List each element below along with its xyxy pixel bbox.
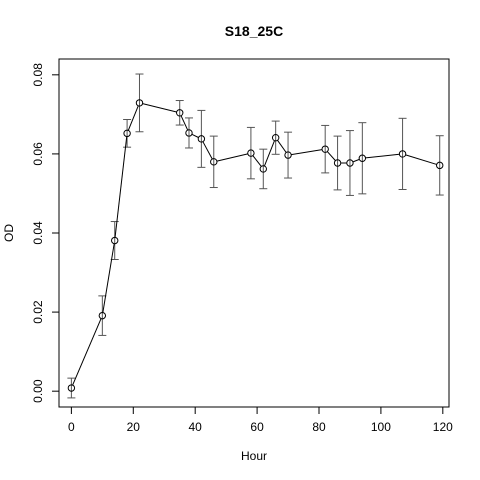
- y-tick-label: 0.02: [31, 300, 45, 324]
- x-tick-label: 120: [433, 420, 453, 434]
- x-tick-label: 40: [189, 420, 203, 434]
- data-point: [176, 109, 184, 117]
- data-point: [333, 159, 342, 167]
- data-point: [197, 135, 206, 143]
- error-bar: [246, 126, 255, 180]
- error-bar: [358, 122, 367, 195]
- data-point: [259, 165, 267, 173]
- series-line-segment: [352, 158, 360, 163]
- series-line-segment: [72, 318, 102, 386]
- series-line-segment: [277, 140, 287, 153]
- error-bar: [284, 131, 293, 179]
- series-line-segment: [405, 154, 437, 165]
- data-point: [247, 149, 255, 157]
- x-axis-title: Hour: [241, 449, 267, 463]
- series-line-segment: [326, 151, 336, 161]
- chart-title: S18_25C: [225, 23, 283, 39]
- error-bar: [197, 109, 206, 168]
- error-bar: [271, 120, 280, 155]
- plot-area: 0 20 40 60 80 100 120 0.00 0.02 0.04 0.06 0.08: [31, 58, 453, 434]
- data-point: [358, 154, 367, 162]
- series-line-segment: [114, 136, 128, 238]
- y-tick-label: 0.06: [31, 142, 45, 166]
- error-bar: [321, 124, 330, 174]
- series-line-segment: [202, 141, 213, 160]
- data-point: [271, 133, 280, 142]
- error-bar: [135, 73, 144, 133]
- error-bar: [98, 295, 107, 336]
- series-line-segment: [191, 133, 199, 138]
- data-point: [346, 159, 354, 167]
- x-tick-label: 60: [250, 420, 264, 434]
- error-bar: [435, 135, 444, 196]
- error-bar: [209, 135, 218, 189]
- error-bar: [333, 135, 342, 191]
- series-line-segment: [127, 105, 139, 131]
- data-point: [185, 129, 193, 137]
- x-tick-label: 20: [127, 420, 141, 434]
- x-tick-label: 0: [68, 420, 75, 434]
- series-line-segment: [142, 103, 177, 113]
- data-point: [436, 161, 444, 170]
- series-line-segment: [252, 155, 262, 167]
- data-point: [284, 151, 292, 159]
- series-line-segment: [102, 243, 115, 313]
- y-tick-label: 0.00: [31, 379, 45, 403]
- data-point: [210, 158, 218, 166]
- y-tick-label: 0.04: [31, 221, 45, 245]
- data-point: [111, 236, 119, 245]
- error-bar: [123, 119, 132, 148]
- series-line-segment: [291, 149, 323, 156]
- series-line-segment: [180, 115, 189, 131]
- y-tick-label: 0.08: [31, 63, 45, 87]
- series-line-segment: [216, 153, 248, 162]
- x-tick-label: 80: [312, 420, 326, 434]
- error-bar: [185, 117, 193, 149]
- error-bar: [67, 377, 76, 399]
- series-line-segment: [263, 140, 275, 167]
- data-point: [67, 384, 76, 392]
- data-point: [135, 99, 144, 107]
- data-point: [321, 145, 329, 153]
- error-bar: [345, 130, 354, 196]
- data-point: [98, 311, 107, 320]
- x-tick-label: 100: [371, 420, 391, 434]
- series-line-segment: [365, 153, 400, 159]
- error-bar: [398, 117, 407, 190]
- error-bar: [259, 148, 268, 190]
- data-point: [123, 129, 131, 138]
- y-axis-title: OD: [2, 224, 16, 242]
- error-bar: [175, 100, 184, 126]
- data-point: [398, 150, 407, 158]
